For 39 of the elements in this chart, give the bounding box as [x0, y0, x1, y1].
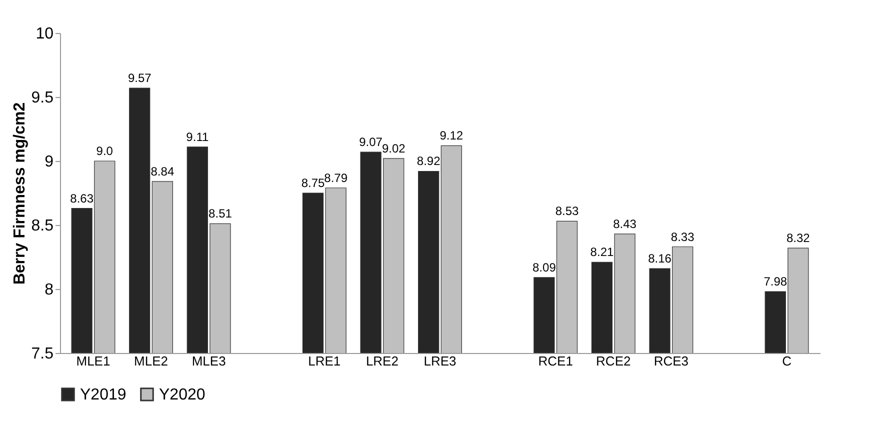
- data-label: 8.79: [324, 170, 348, 185]
- y-tick-label: 8: [44, 282, 54, 298]
- data-label: 8.16: [648, 252, 672, 266]
- y-tick-label: 8.5: [31, 218, 54, 234]
- data-label: 8.33: [670, 230, 695, 244]
- legend-label: Y2019: [80, 386, 126, 404]
- data-label: 8.43: [613, 216, 637, 231]
- x-tick-label: MLE3: [192, 354, 226, 368]
- x-tick-label: LRE1: [308, 354, 341, 368]
- x-tick-label: RCE1: [538, 354, 573, 368]
- data-label: 9.0: [96, 144, 114, 158]
- data-label: 9.07: [359, 135, 383, 150]
- x-tick-label: MLE2: [134, 354, 168, 368]
- y-tick-label: 10: [36, 26, 54, 42]
- y-tick-label: 7.5: [31, 346, 54, 362]
- data-label: 9.57: [128, 71, 152, 86]
- data-label: 8.32: [786, 231, 810, 246]
- x-tick-label: LRE2: [366, 354, 398, 368]
- data-label: 8.51: [208, 206, 232, 221]
- x-tick-label: RCE3: [654, 354, 689, 368]
- data-label: 7.98: [764, 274, 788, 289]
- x-tick-label: C: [782, 354, 792, 368]
- data-label: 9.02: [382, 141, 406, 156]
- y-tick-label: 9: [44, 154, 54, 170]
- data-label: 8.53: [555, 204, 579, 218]
- data-label: 8.21: [590, 245, 614, 260]
- data-label: 9.12: [440, 128, 464, 143]
- y-tick-label: 9.5: [31, 90, 54, 106]
- data-label: 8.84: [150, 164, 174, 178]
- x-tick-label: RCE2: [596, 354, 631, 368]
- x-tick-label: LRE3: [424, 354, 456, 368]
- legend-label: Y2020: [159, 386, 206, 404]
- y-axis-title: Berry Firmness mg/cm2: [11, 102, 28, 285]
- data-label: 9.11: [186, 130, 209, 144]
- data-label: 8.63: [70, 191, 94, 206]
- data-label: 8.75: [301, 176, 326, 190]
- data-label: 8.92: [416, 154, 441, 168]
- x-tick-label: MLE1: [76, 354, 110, 368]
- data-label: 8.09: [532, 260, 556, 274]
